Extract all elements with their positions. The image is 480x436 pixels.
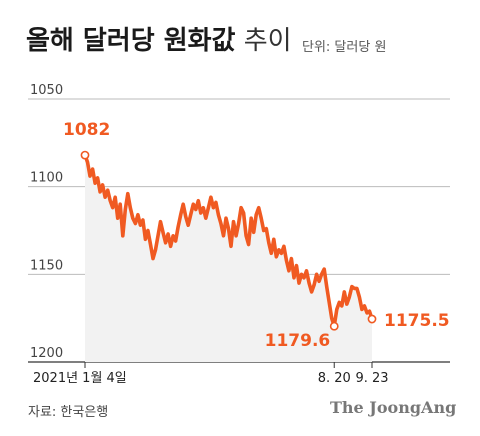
chart-title: 올해 달러당 원화값 추이 bbox=[26, 20, 292, 57]
data-point-marker bbox=[367, 314, 377, 324]
y-tick-label: 1100 bbox=[30, 171, 63, 186]
brand-logo: The JoongAng bbox=[330, 398, 457, 417]
unit-label: 단위: 달러당 원 bbox=[302, 40, 387, 55]
chart-title-main: 올해 달러당 원화값 bbox=[26, 26, 236, 56]
y-tick-label: 1050 bbox=[30, 83, 63, 98]
source-label: 자료: 한국은행 bbox=[28, 405, 109, 420]
y-tick-label: 1200 bbox=[30, 346, 63, 361]
data-point-marker bbox=[329, 321, 339, 331]
data-label: 1179.6 bbox=[265, 331, 331, 351]
series-line bbox=[83, 153, 374, 328]
x-tick-label: 9. 23 bbox=[355, 371, 388, 386]
area-fill bbox=[85, 155, 372, 362]
data-point-marker bbox=[80, 150, 90, 160]
data-label: 1175.5 bbox=[384, 311, 450, 331]
y-tick-label: 1150 bbox=[30, 258, 63, 273]
x-tick-label: 8. 20 bbox=[318, 371, 351, 386]
data-label: 1082 bbox=[63, 120, 110, 140]
chart-title-suffix: 추이 bbox=[243, 26, 292, 56]
x-tick-label: 2021년 1월 4일 bbox=[33, 371, 127, 386]
